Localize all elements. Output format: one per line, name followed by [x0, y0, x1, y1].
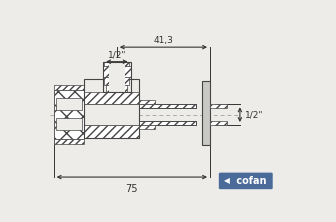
Text: cofan: cofan [233, 176, 266, 186]
Bar [84, 125, 139, 138]
Bar [109, 62, 125, 92]
Text: 41,3: 41,3 [154, 36, 173, 45]
Bar [84, 92, 139, 104]
Text: 75: 75 [126, 184, 138, 194]
Text: ◀: ◀ [224, 176, 230, 185]
Bar [139, 121, 197, 125]
Bar [104, 77, 129, 85]
Bar [106, 85, 127, 92]
Bar [139, 125, 155, 129]
Text: 1/2": 1/2" [108, 50, 126, 59]
Bar [104, 62, 129, 66]
Bar [139, 104, 197, 108]
Bar [84, 79, 139, 138]
Bar [84, 104, 139, 125]
Bar [210, 121, 227, 125]
Bar [202, 81, 210, 145]
FancyBboxPatch shape [219, 173, 273, 189]
Bar [54, 90, 84, 139]
Text: 1/2": 1/2" [245, 110, 264, 119]
Bar [54, 85, 84, 90]
Bar [103, 62, 130, 92]
Bar [54, 139, 84, 144]
Bar [103, 66, 130, 77]
Bar [139, 104, 197, 108]
Bar [56, 98, 82, 110]
Bar [139, 121, 197, 125]
Bar [210, 104, 227, 108]
Bar [139, 100, 155, 104]
Bar [56, 118, 82, 130]
